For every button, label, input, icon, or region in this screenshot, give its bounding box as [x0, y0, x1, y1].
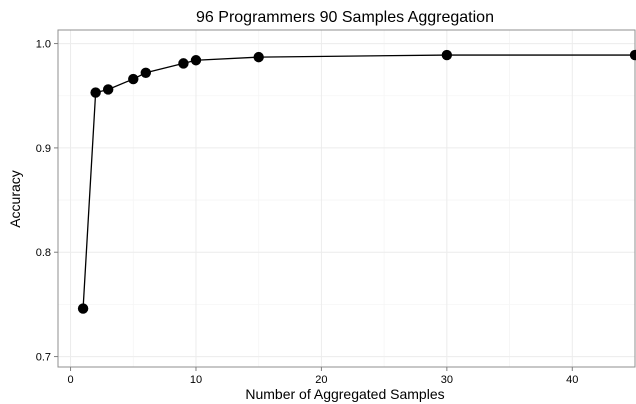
accuracy-data-point: [441, 49, 453, 61]
accuracy-series-line: [82, 54, 635, 309]
x-axis-label: Number of Aggregated Samples: [245, 386, 444, 402]
x-tick-label: 30: [441, 374, 453, 386]
tick-label-layer: 0 10 20 30 40 0.7 0.8 0.9 1.0: [36, 39, 579, 386]
accuracy-data-point: [140, 67, 152, 78]
accuracy-data-point: [190, 55, 202, 66]
accuracy-data-point: [253, 51, 264, 63]
accuracy-data-point: [77, 303, 89, 314]
x-tick-label: 0: [67, 374, 73, 386]
x-tick-label: 40: [566, 374, 578, 386]
x-tick-label: 10: [190, 374, 202, 386]
y-tick-label: 1.0: [36, 39, 51, 51]
accuracy-data-point: [128, 73, 139, 85]
grid-layer: [58, 30, 636, 367]
series-layer: [77, 49, 636, 314]
chart-title: 96 Programmers 90 Samples Aggregation: [196, 9, 494, 26]
y-tick-label: 0.9: [36, 143, 51, 155]
accuracy-data-point: [629, 49, 636, 61]
axis-layer: [54, 29, 636, 371]
x-tick-label: 20: [315, 374, 327, 386]
y-axis-label: Accuracy: [7, 170, 23, 228]
y-tick-label: 0.7: [36, 352, 51, 364]
plot-panel: [58, 30, 635, 367]
accuracy-data-point: [102, 84, 114, 95]
accuracy-data-point: [90, 87, 101, 98]
plot-border: [57, 29, 636, 368]
accuracy-data-point: [178, 58, 189, 69]
y-tick-label: 0.8: [36, 247, 51, 259]
